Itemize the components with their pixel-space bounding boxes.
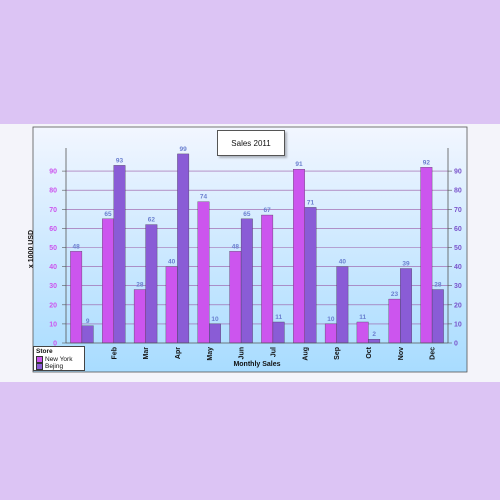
value-label-bejing-jul: 11 [275,314,282,321]
right-tick-label-60: 60 [454,226,462,233]
value-label-bejing-oct: 2 [372,331,376,338]
chart-title: Sales 2011 [217,130,285,156]
bar-bejing-jan [81,325,94,344]
bar-new-york-feb [102,218,114,344]
value-label-new-york-jun: 48 [232,243,240,250]
value-label-new-york-dec: 92 [423,159,431,166]
value-label-bejing-sep: 40 [339,259,347,266]
bar-bejing-nov [400,268,412,344]
value-label-bejing-feb: 93 [116,157,124,164]
value-labels: 48 9 65 93 28 62 40 99 74 10 48 65 67 11 91 71 10 40 11 2 23… [73,146,442,338]
bar-new-york-jun [229,251,242,344]
x-tick-label-dec: Dec [430,347,437,360]
gridlines [66,170,448,325]
x-tick-label-aug: Aug [302,347,309,361]
left-tick-label-20: 20 [49,302,57,309]
right-tick-label-0: 0 [454,341,458,348]
value-label-bejing-aug: 71 [307,199,315,206]
bar-new-york-oct [356,321,369,344]
value-label-new-york-may: 74 [200,194,208,201]
bar-bejing-jul [272,321,285,344]
x-tick-label-jul: Jul [270,347,277,357]
value-label-bejing-may: 10 [211,316,219,323]
bar-new-york-apr [165,266,178,344]
value-label-new-york-jan: 48 [73,243,81,250]
bar-bejing-apr [177,153,190,344]
left-tick-label-40: 40 [49,264,57,271]
value-label-new-york-oct: 11 [359,314,366,321]
value-label-new-york-aug: 91 [295,161,303,168]
top-background-band [0,0,500,124]
left-tick-label-60: 60 [49,226,57,233]
bar-bejing-oct [368,339,381,344]
x-tick-label-sep: Sep [334,347,341,360]
right-tick-label-20: 20 [454,302,462,309]
left-tick-label-90: 90 [49,169,57,176]
value-label-bejing-jan: 9 [86,318,90,325]
value-label-new-york-jul: 67 [264,207,272,214]
value-label-bejing-apr: 99 [180,146,188,153]
value-label-bejing-dec: 28 [434,282,442,289]
bar-bejing-aug [304,207,317,344]
bar-new-york-nov [388,298,401,344]
bottom-background-band [0,382,500,500]
left-tick-label-30: 30 [49,283,57,290]
bar-new-york-sep [324,323,337,344]
value-label-bejing-jun: 65 [243,211,251,218]
value-label-bejing-nov: 39 [402,261,410,268]
x-tick-label-may: May [207,347,214,361]
x-tick-label-apr: Apr [175,347,182,359]
x-tick-label-feb: Feb [111,347,118,359]
left-tick-label-80: 80 [49,188,57,195]
bar-new-york-aug [293,169,305,344]
legend-swatch-bejing [36,363,43,370]
bar-new-york-dec [420,167,433,344]
legend-title: Store [36,348,53,355]
right-tick-label-70: 70 [454,207,462,214]
left-tick-label-0: 0 [53,341,57,348]
left-tick-label-70: 70 [49,207,57,214]
value-label-new-york-nov: 23 [391,291,399,298]
bar-bejing-may [209,323,221,344]
value-label-new-york-feb: 65 [104,211,112,218]
right-tick-label-40: 40 [454,264,462,271]
bar-bejing-feb [113,165,126,344]
legend-item-bejing: Bejing [36,363,82,370]
bar-new-york-jan [70,251,83,344]
bars [70,153,444,344]
x-tick-label-mar: Mar [143,347,150,360]
value-label-new-york-apr: 40 [168,259,176,266]
right-tick-label-90: 90 [454,169,462,176]
value-label-new-york-sep: 10 [327,316,335,323]
value-label-new-york-mar: 28 [136,282,144,289]
legend-item-new-york: New York [36,356,82,363]
x-tick-label-jun: Jun [239,347,246,359]
bar-new-york-mar [133,289,146,344]
left-tick-label-50: 50 [49,245,57,252]
legend-label-new-york: New York [45,356,73,363]
bar-bejing-mar [145,224,158,344]
x-tick-label-nov: Nov [398,347,405,360]
right-tick-label-10: 10 [454,321,462,328]
legend-swatch-new-york [36,356,43,363]
value-label-bejing-mar: 62 [148,217,156,224]
bar-bejing-sep [336,266,349,344]
x-axis-label: Monthly Sales [233,361,281,368]
x-tick-label-oct: Oct [366,346,373,358]
right-tick-label-80: 80 [454,188,462,195]
y-axis-label: x 1000 USD [28,229,35,269]
bar-bejing-jun [240,218,253,344]
right-tick-label-30: 30 [454,283,462,290]
legend: Store New York Bejing [33,346,85,371]
bar-bejing-dec [431,289,444,344]
right-tick-label-50: 50 [454,245,462,252]
legend-label-bejing: Bejing [45,363,64,370]
bar-new-york-jul [261,214,274,344]
left-tick-label-10: 10 [49,321,57,328]
bar-new-york-may [197,201,210,344]
